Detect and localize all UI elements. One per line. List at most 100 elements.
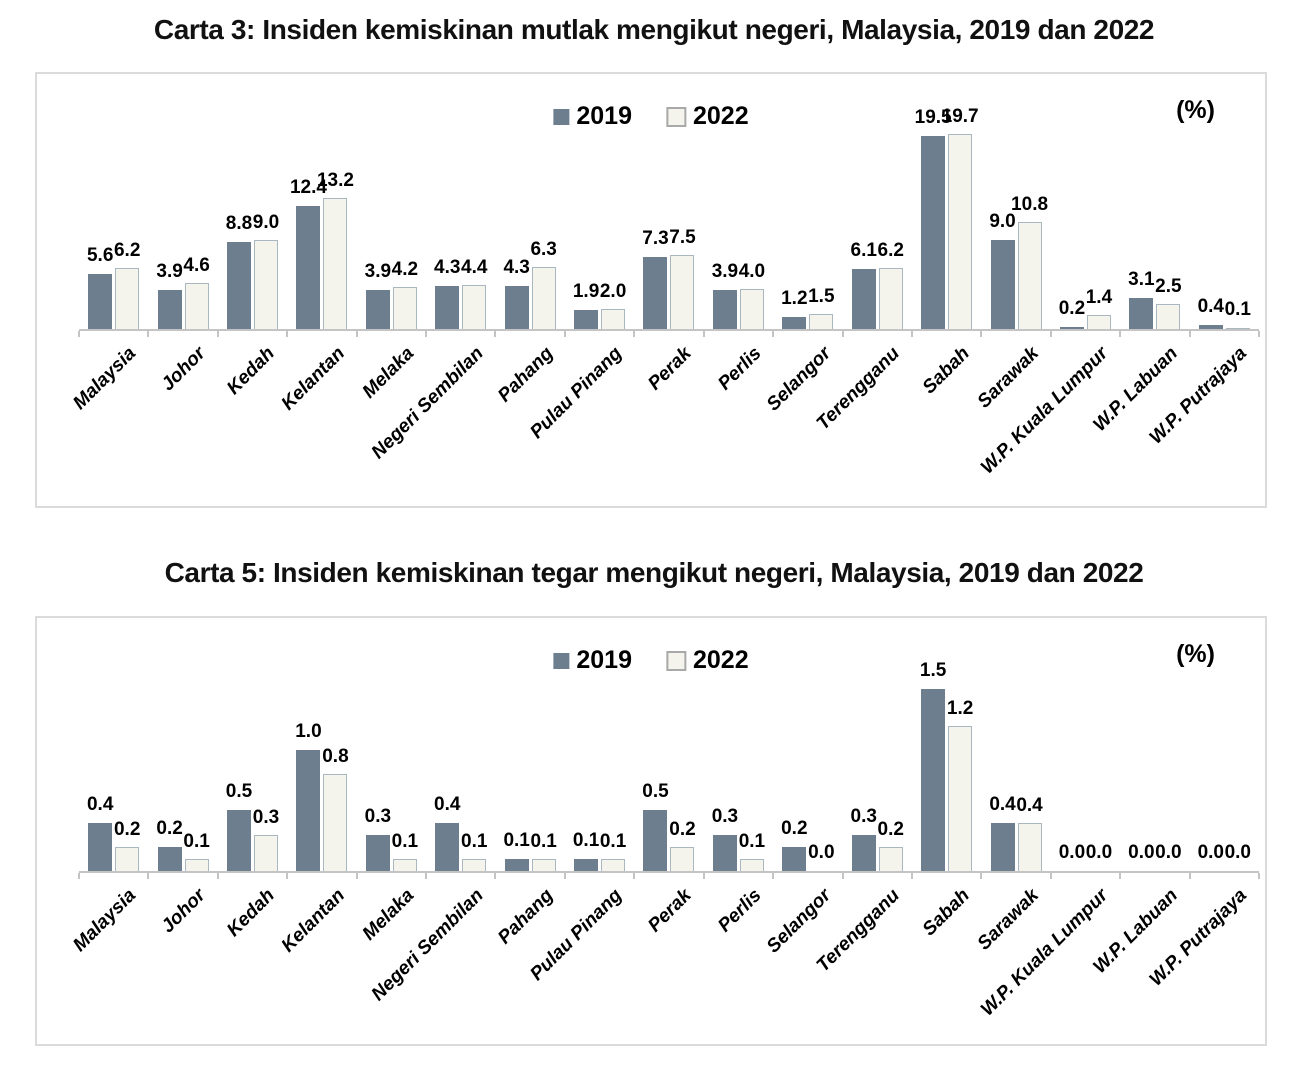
axis-tick [910, 873, 913, 879]
data-label: 1.2 [781, 288, 808, 310]
data-label: 0.4 [434, 793, 461, 815]
data-label: 0.0 [1085, 842, 1113, 863]
data-label: 0.5 [225, 781, 253, 803]
bar-2022-Negeri Sembilan: 4.4 [461, 257, 487, 329]
bar-2019-Sabah: 19.5 [915, 107, 952, 329]
data-label: 1.5 [919, 660, 947, 682]
category-column: 8.8 9.0 [218, 121, 287, 329]
category-column: 1.2 1.5 [773, 121, 842, 329]
bar-2022-Kelantan: 0.8 [322, 746, 349, 871]
data-label: 0.3 [252, 806, 280, 828]
chart-title: Carta 5: Insiden kemiskinan tegar mengik… [164, 557, 1144, 588]
bar-2022-Kedah: 9.0 [253, 212, 279, 329]
bar-2019-Melaka: 0.3 [365, 806, 391, 871]
x-axis-label: Perlis [713, 343, 766, 395]
category-column: 7.3 7.5 [634, 121, 703, 329]
data-label: 1.5 [808, 286, 835, 308]
data-label: 13.2 [316, 170, 354, 192]
axis-tick [1258, 331, 1260, 337]
axis-tick [147, 331, 150, 337]
chart-panel-carta-5: 2019 2022 (%) 0.4 0.2 Malaysia 0.2 0.1 Johor 0… [35, 616, 1267, 1046]
data-label: 19.7 [941, 105, 979, 127]
data-label: 3.1 [1128, 269, 1155, 291]
x-axis-label: Sabah [918, 343, 974, 399]
legend-swatch-2019-icon [553, 652, 570, 669]
data-label: 4.0 [738, 261, 766, 283]
bar-2022-Perak: 7.5 [669, 227, 696, 329]
data-label: 0.0 [1224, 842, 1251, 863]
category-column: 4.3 6.3 [495, 121, 564, 329]
axis-tick [772, 873, 775, 879]
category-column: 0.0 0.0 [1120, 671, 1189, 871]
axis-tick [78, 331, 80, 337]
bar-2019-Negeri Sembilan: 4.3 [434, 257, 460, 329]
category-column: 3.1 2.5 [1120, 121, 1189, 329]
category-column: 0.4 0.1 [1190, 121, 1259, 329]
data-label: 6.2 [877, 239, 904, 261]
x-axis-line [79, 329, 1259, 331]
bar-2019-Terengganu: 0.3 [851, 806, 877, 871]
axis-tick [147, 873, 150, 879]
bar-2019-Malaysia: 0.4 [87, 794, 113, 871]
bar-2019-Kedah: 8.8 [226, 213, 252, 329]
data-label: 0.2 [1058, 298, 1086, 320]
legend: 2019 2022 [553, 646, 749, 675]
bar-2019-Pahang: 4.3 [503, 257, 530, 329]
bar-2022-Melaka: 4.2 [392, 259, 418, 329]
category-column: 0.5 0.3 [218, 671, 287, 871]
legend-label-2019: 2019 [576, 646, 632, 674]
category-column: 1.9 2.0 [565, 121, 634, 329]
bar-2022-Kedah: 0.3 [253, 807, 279, 871]
axis-tick [494, 873, 497, 879]
data-label: 0.1 [183, 830, 210, 852]
x-axis-line [79, 871, 1259, 873]
data-label: 7.3 [642, 227, 669, 249]
category-column: 0.5 0.2 [634, 671, 703, 871]
bar-2019-Perak: 0.5 [642, 781, 669, 871]
x-axis-label: Kedah [223, 885, 280, 941]
category-column: 3.9 4.2 [357, 121, 426, 329]
x-axis-label: Selangor [762, 885, 835, 958]
axis-tick [1119, 331, 1122, 337]
x-axis-label: Perak [644, 885, 696, 937]
axis-tick [841, 873, 844, 879]
bar-2022-Terengganu: 6.2 [878, 240, 904, 329]
data-label: 19.5 [914, 106, 952, 128]
x-axis-label: W.P. Kuala Lumpur [977, 885, 1113, 1021]
x-axis-label: Sarawak [973, 885, 1043, 955]
legend-label-2022: 2022 [693, 102, 749, 130]
data-label: 7.5 [669, 226, 696, 248]
x-axis-label: Sarawak [973, 343, 1043, 413]
bar-2019-Sarawak: 9.0 [989, 211, 1016, 329]
axis-tick [286, 873, 289, 879]
axis-tick [1049, 873, 1052, 879]
bar-2019-Sabah: 1.5 [920, 660, 946, 871]
category-column: 0.0 0.0 [1190, 671, 1259, 871]
axis-tick [1188, 331, 1191, 337]
bar-2019-W.P. Kuala Lumpur: 0.2 [1059, 298, 1085, 329]
axis-tick [286, 331, 289, 337]
bar-2022-Sabah: 1.2 [947, 698, 973, 871]
bar-2019-Johor: 3.9 [156, 261, 183, 329]
axis-tick [563, 331, 566, 337]
data-label: 9.0 [252, 211, 280, 233]
axis-tick [980, 331, 983, 337]
data-label: 6.2 [113, 239, 141, 261]
category-column: 0.3 0.2 [843, 671, 912, 871]
category-column: 5.6 6.2 [79, 121, 148, 329]
legend-swatch-2022-icon [666, 650, 686, 671]
category-column: 0.2 0.0 [773, 671, 842, 871]
category-column: 0.0 0.0 [1051, 671, 1120, 871]
category-column: 0.4 0.4 [981, 671, 1050, 871]
category-column: 1.5 1.2 [912, 660, 981, 871]
axis-tick [1188, 873, 1191, 879]
axis-tick [702, 873, 705, 879]
data-label: 0.4 [1016, 794, 1043, 816]
bar-2022-Perlis: 0.1 [739, 831, 765, 871]
data-label: 0.0 [1128, 842, 1155, 863]
data-label: 2.0 [599, 281, 627, 303]
bar-2022-Terengganu: 0.2 [878, 819, 904, 871]
x-axis-label: Johor [157, 885, 210, 938]
bar-2022-Negeri Sembilan: 0.1 [461, 831, 487, 871]
x-axis-label: W.P. Kuala Lumpur [977, 343, 1113, 479]
